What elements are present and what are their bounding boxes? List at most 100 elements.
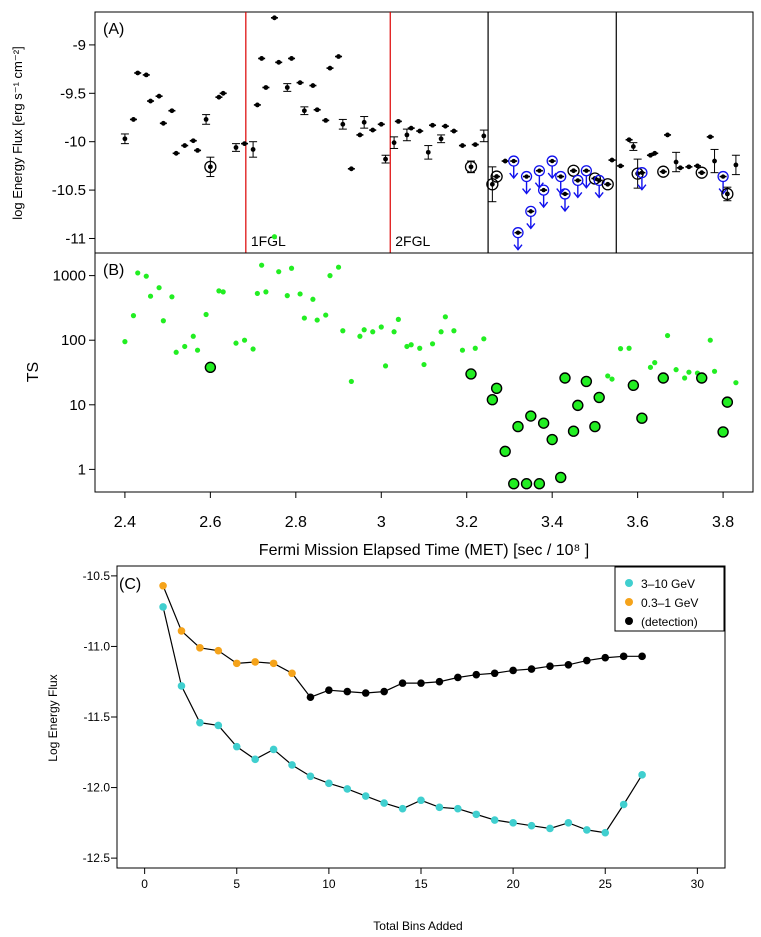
panel-c-label: (C) [119, 576, 141, 593]
flux-point [288, 56, 296, 61]
flux-point [142, 72, 150, 78]
flux-marker [720, 174, 726, 179]
orange-point [251, 658, 259, 666]
ts-point [605, 373, 611, 379]
flux-point [262, 85, 270, 90]
ts-point [135, 270, 141, 276]
flux-marker [442, 123, 448, 129]
flux-marker [460, 143, 465, 148]
flux-marker [250, 147, 256, 152]
ts-point [370, 329, 376, 335]
flux-marker [314, 107, 320, 113]
ts-point [259, 262, 265, 268]
y-tick-label: -11 [65, 230, 86, 247]
flux-marker [361, 119, 367, 125]
ts-point [627, 379, 640, 392]
flux-point [232, 143, 240, 152]
flux-point [369, 127, 377, 133]
cyan-point [269, 745, 278, 754]
flux-marker [263, 85, 269, 90]
detection-point [490, 669, 499, 678]
flux-point [249, 141, 258, 158]
detection-point [398, 679, 407, 687]
flux-point [555, 170, 567, 195]
flux-point [219, 90, 227, 96]
flux-point [134, 70, 142, 76]
ts-point [284, 293, 290, 299]
panel-a: (A) -11 -10.5 -10 -9.5 -9 log Energy Flux [erg… [10, 11, 754, 254]
flux-point [296, 80, 304, 86]
low-ts-circle [567, 164, 580, 177]
panel-b-label: (B) [103, 262, 124, 279]
cyan-point [638, 771, 646, 779]
flux-point [629, 142, 638, 151]
panel-a-label: (A) [103, 21, 124, 38]
flux-marker [707, 134, 713, 140]
flux-marker [605, 181, 611, 187]
ts-point [169, 294, 175, 300]
flux-point [155, 93, 163, 99]
ts-point [301, 315, 307, 321]
cyan-point [619, 800, 628, 809]
x-axis-label: Fermi Mission Elapsed Time (MET) [sec / … [259, 542, 589, 559]
y-axis-label: Log Energy Flux [46, 674, 60, 761]
flux-point [168, 108, 176, 114]
ts-point [310, 296, 316, 302]
ts-point [733, 380, 739, 386]
flux-marker [665, 132, 670, 138]
flux-marker [160, 120, 166, 126]
ts-point [421, 361, 427, 368]
detection-point [546, 662, 554, 670]
cyan-point [196, 718, 204, 727]
orange-point [177, 627, 186, 635]
flux-marker [156, 93, 162, 99]
ts-point [382, 363, 389, 369]
legend-box [614, 566, 725, 632]
y-tick-label: -10.5 [83, 569, 111, 583]
flux-point [326, 65, 334, 71]
ts-point [490, 382, 503, 395]
flux-point [525, 205, 537, 230]
ts-point [572, 399, 584, 412]
flux-point [546, 155, 558, 180]
ts-point [686, 369, 692, 375]
flux-point [429, 122, 437, 128]
ts-point [173, 349, 179, 355]
flux-marker [216, 94, 222, 100]
upper-limit-arrowhead [509, 172, 519, 180]
flux-marker [562, 191, 568, 197]
ts-point [263, 289, 269, 295]
flux-marker [408, 125, 414, 131]
upper-limit-arrowhead [521, 188, 532, 195]
flux-point [215, 94, 223, 100]
flux-marker [699, 170, 705, 176]
cyan-point [417, 796, 425, 805]
orange-point [232, 659, 241, 668]
detection-point [583, 656, 591, 665]
flux-point [471, 142, 479, 147]
flux-point [580, 165, 593, 189]
ts-point [340, 328, 346, 334]
flux-marker [284, 85, 290, 90]
flux-point [601, 178, 614, 191]
detection-point [361, 689, 370, 697]
flux-point [300, 106, 309, 116]
flux-marker [652, 150, 658, 156]
cyan-point [251, 755, 259, 764]
ts-point [143, 273, 149, 279]
flux-point [275, 59, 283, 65]
ts-point [250, 346, 256, 352]
flux-point [313, 107, 321, 113]
low-ts-circle [721, 187, 734, 201]
ts-point [451, 328, 457, 334]
flux-marker [143, 72, 149, 78]
ts-point [567, 425, 580, 437]
flux-marker [203, 117, 209, 122]
upper-limit-arrowhead [556, 188, 566, 195]
detection-point [638, 652, 646, 661]
flux-marker [724, 191, 730, 197]
ts-point [673, 367, 679, 373]
flux-marker [395, 118, 401, 124]
flux-point [458, 143, 466, 148]
cyan-point [214, 721, 223, 730]
